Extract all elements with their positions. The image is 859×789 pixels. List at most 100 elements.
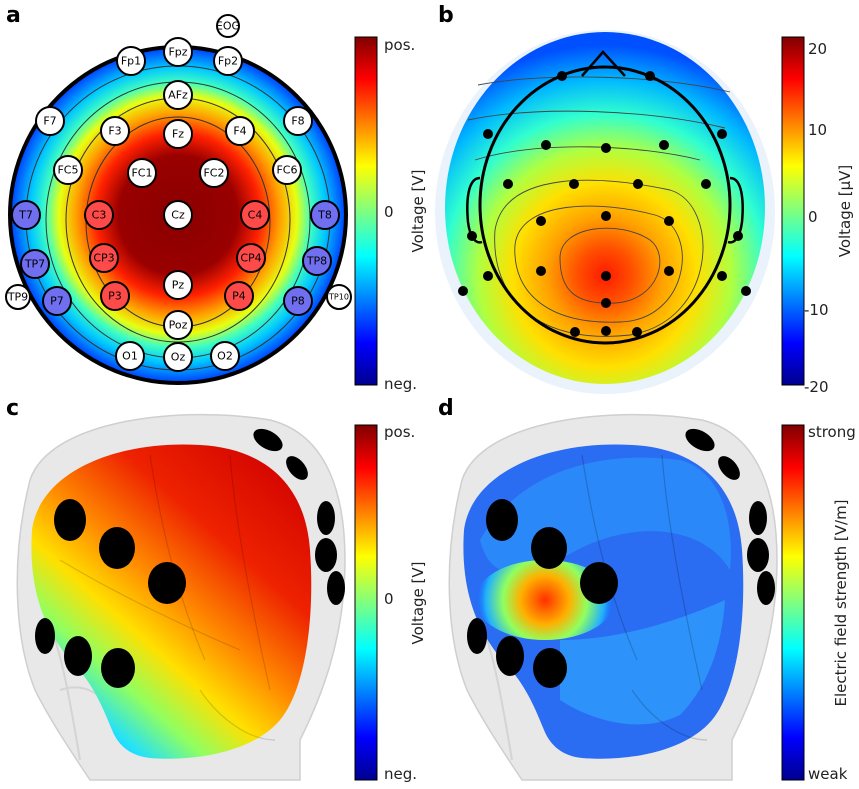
electrode-dot [503,179,513,189]
electrode-fp1: Fp1 [116,46,146,76]
electrode-f4: F4 [225,116,255,146]
electrode-marker [236,243,266,273]
colorbar-a-top: pos. [384,36,415,54]
colorbar-b-tick-0: 20 [808,40,827,58]
electrode-label: TP10 [328,293,349,302]
electrode-dot [701,179,711,189]
electrode-dot [601,143,611,153]
electrode-marker [310,200,340,230]
colorbar-a-bottom: neg. [384,375,417,393]
electrode-dot [541,140,551,150]
electrode-marker [20,249,50,279]
electrode-marker [42,286,72,316]
colorbar-c-title: Voltage [V] [409,562,427,645]
colorbar-c-bottom: neg. [384,765,417,783]
electrode-label: P8 [291,295,305,308]
colorbar-d-top: strong [808,423,856,441]
electrode-label: T7 [18,209,33,222]
field-hotspot-d [475,560,615,640]
electrode-poz: Poz [163,310,193,340]
electrode-label: Pz [172,279,185,292]
panel-label-c: c [6,396,19,421]
electrode-f8: F8 [283,106,313,136]
electrode-f7: F7 [35,106,65,136]
electrode-label: C3 [92,209,107,222]
electrode-dot [601,298,611,308]
electrode-c4: C4 [240,200,270,230]
electrode-fz: Fz [163,119,193,149]
electrode-marker [115,341,145,371]
electrode-marker [116,46,146,76]
electrode-label: Cz [171,209,185,222]
electrode-label: Oz [171,351,186,364]
panel-label-b: b [438,3,454,28]
electrode-label: AFz [168,89,188,102]
electrode-label: Fpz [168,46,187,59]
electrode-marker [163,119,193,149]
electrode-dot [536,216,546,226]
electrode-fc5: FC5 [53,155,83,185]
colorbar-d-title: Electric field strength [V/m] [832,499,850,706]
colorbar-a [354,36,378,386]
electrode-oz: Oz [163,342,193,372]
electrode-marker [272,155,302,185]
electrode-marker [5,284,31,310]
electrode-dot [733,231,743,241]
electrode-marker [213,46,243,76]
electrode-group-a: EOG Fp1 Fpz Fp2 AFz F7 F3 Fz F4 F8 FC5 FC1 FC2 FC6 T7 C… [5,14,352,372]
electrode-pz: Pz [163,270,193,300]
panel-d: d strong weak Electric field streng [438,396,856,783]
electrode-dot [483,271,493,281]
electrode-marker [283,286,313,316]
electrode-dot [717,129,727,139]
electrode-dot [633,179,643,189]
brain-sulci-d [581,454,708,741]
electrode-label: FC1 [131,167,152,180]
electrode-label: TP7 [24,258,45,271]
electrode-label: F7 [43,115,56,128]
panel-label-d: d [438,396,454,421]
panel-a: a EOG Fp1 Fpz Fp2 AFz F7 F3 Fz F4 F8 FC5 FC1 FC2 FC6 T… [5,3,427,393]
electrode-o1: O1 [115,341,145,371]
electrode-dot [601,211,611,221]
electrode-fc6: FC6 [272,155,302,185]
electrode-p8: P8 [283,286,313,316]
electrode-label: O2 [217,350,233,363]
electrode-eog: EOG [216,14,240,38]
electrode-dots-b [458,71,751,337]
electrode-marker [163,342,193,372]
electrode-cp3: CP3 [89,243,119,273]
electrode-p7: P7 [42,286,72,316]
electrode-label: FC5 [57,164,78,177]
electrode-dot [483,129,493,139]
electrode-label: F3 [108,125,121,138]
electrode-c3: C3 [84,200,114,230]
electrode-dot [664,216,674,226]
electrode-label: EOG [216,20,240,33]
electrode-label: P4 [232,290,246,303]
head-outline-b [466,50,744,345]
electrode-dot [570,327,580,337]
electrode-label: Fp1 [121,55,141,68]
colorbar-b-title: Voltage [µV] [836,165,854,258]
electrode-label: FC2 [203,167,224,180]
electrode-tp10: TP10 [326,284,352,310]
electrode-fc2: FC2 [199,158,229,188]
colorbar-d [781,424,805,781]
electrode-label: Fz [172,128,184,141]
electrode-dot [601,271,611,281]
colorbar-b-tick-3: -10 [804,301,829,319]
electrode-marker [163,200,193,230]
electrode-marker [163,80,193,110]
electrode-t8: T8 [310,200,340,230]
electrode-label: P3 [108,290,122,303]
electrode-dot [569,179,579,189]
electrode-marker [11,200,41,230]
electrode-fpz: Fpz [163,37,193,67]
electrode-marker [210,341,240,371]
electrode-label: P7 [50,295,64,308]
electrode-label: TP9 [7,291,28,304]
electrode-marker [100,116,130,146]
electrode-label: FC6 [276,164,297,177]
